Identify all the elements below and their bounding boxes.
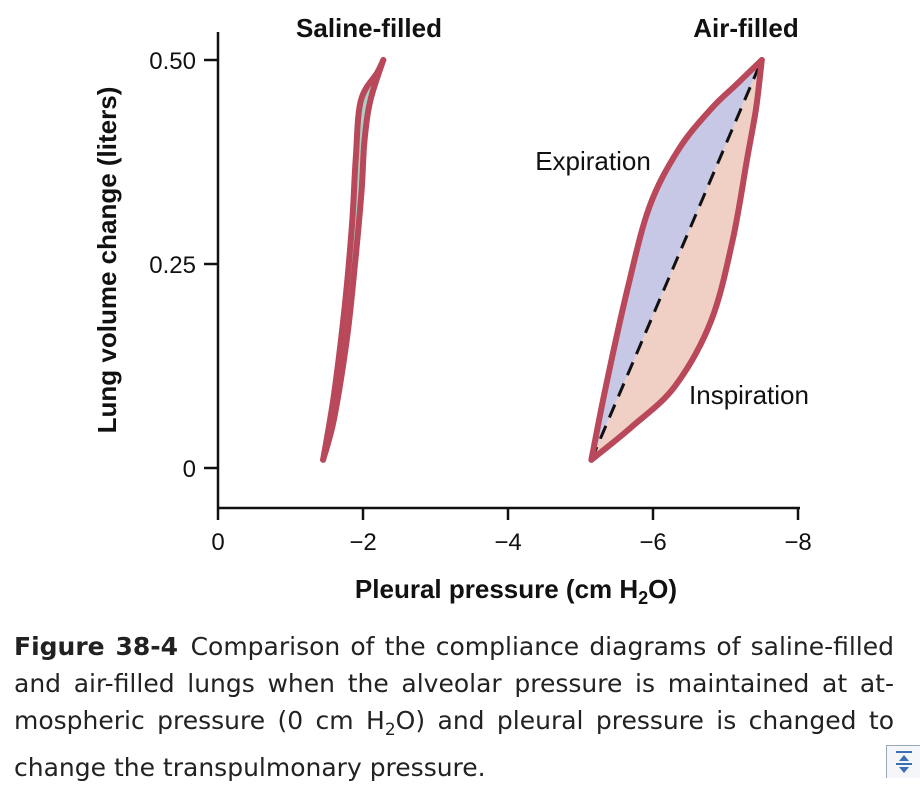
collapse-button[interactable] bbox=[886, 745, 920, 778]
inspiration-label: Inspiration bbox=[689, 380, 809, 410]
x-axis-label: Pleural pressure (cm H2O) bbox=[355, 574, 677, 608]
x-tick-label: −6 bbox=[639, 529, 666, 556]
caption-text: Figure 38-4 Comparison of the compliance… bbox=[14, 628, 894, 786]
y-tick-label: 0.25 bbox=[149, 252, 196, 279]
figure-label: Figure 38-4 bbox=[14, 632, 179, 661]
caption-line: change the transpulmonary pressure. bbox=[14, 753, 486, 782]
x-tick-label: −8 bbox=[784, 529, 811, 556]
x-tick-label: 0 bbox=[211, 529, 224, 556]
caption-line: mospheric pressure (0 cm H2O) and pleura… bbox=[14, 706, 894, 740]
x-tick-label: −2 bbox=[349, 529, 376, 556]
caption-subscript: 2 bbox=[384, 720, 396, 740]
y-tick-label: 0.50 bbox=[149, 48, 196, 75]
x-axis-label-main: Pleural pressure (cm H bbox=[355, 574, 638, 604]
air-panel-title: Air-filled bbox=[693, 13, 798, 43]
y-axis-label: Lung volume change (liters) bbox=[92, 87, 122, 434]
compliance-chart: 0 −2 −4 −6 −8 0 0.25 0.50 Saline-filled Air-fill… bbox=[92, 13, 812, 608]
collapse-icon bbox=[896, 751, 912, 773]
x-axis-label-end: O) bbox=[648, 574, 677, 604]
expiration-label: Expiration bbox=[535, 146, 651, 176]
axis-ticks: 0 −2 −4 −6 −8 0 0.25 0.50 bbox=[149, 48, 811, 556]
loop-outlines bbox=[320, 57, 765, 463]
saline-panel-title: Saline-filled bbox=[296, 13, 442, 43]
panel-titles: Saline-filled Air-filled bbox=[296, 13, 799, 43]
x-axis-label-subscript: 2 bbox=[638, 588, 648, 608]
caption-line: Figure 38-4 Comparison of the compliance… bbox=[14, 632, 895, 661]
annotations: Expiration Inspiration bbox=[535, 146, 809, 410]
caption-line: and air-filled lungs when the alveolar p… bbox=[14, 669, 894, 698]
figure-caption: Figure 38-4 Comparison of the compliance… bbox=[14, 628, 894, 786]
air-expiration-line bbox=[588, 57, 765, 463]
y-tick-label: 0 bbox=[183, 456, 196, 483]
x-tick-label: −4 bbox=[494, 529, 521, 556]
saline-inspiration-line bbox=[320, 57, 387, 463]
compliance-line bbox=[589, 59, 764, 461]
air-inspiration-line bbox=[588, 57, 765, 463]
